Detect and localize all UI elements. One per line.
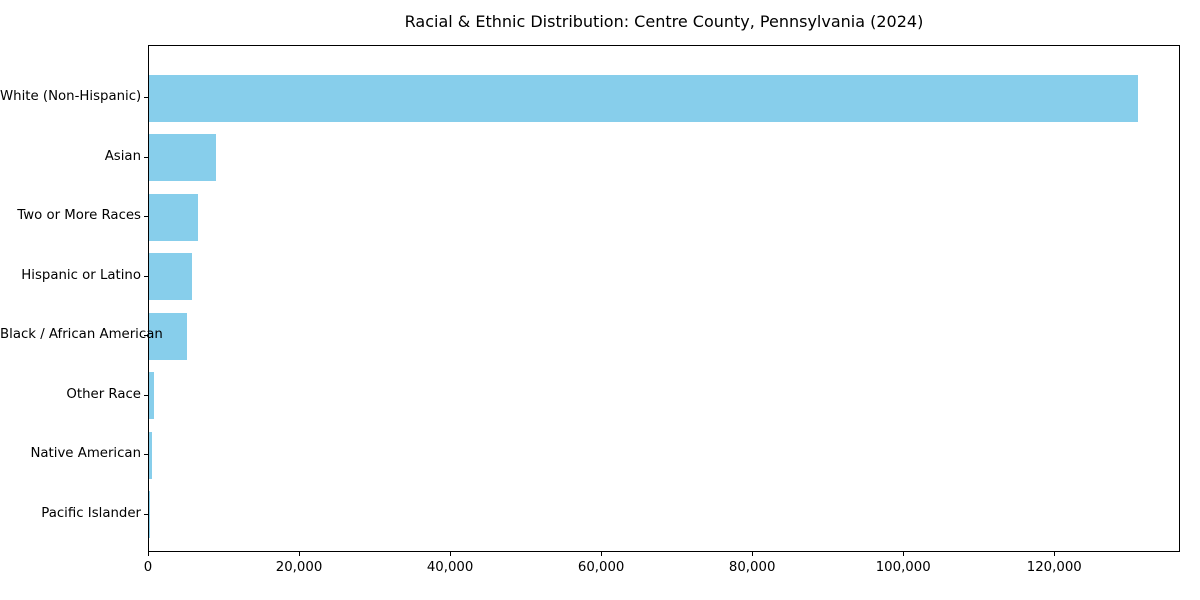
y-tick-mark [144, 513, 148, 515]
bar [149, 372, 155, 419]
x-tick-label: 100,000 [875, 560, 931, 575]
bar [149, 193, 199, 241]
bar [149, 74, 1139, 122]
y-tick-mark [144, 216, 148, 217]
y-tick-label: Black / African American [0, 327, 163, 342]
y-tick-mark [144, 156, 148, 158]
x-tick-label: 60,000 [577, 560, 625, 575]
x-tick-mark [450, 552, 452, 556]
bar [149, 431, 152, 479]
y-tick-label: Asian [104, 148, 141, 164]
y-tick-label: Pacific Islander [41, 505, 141, 521]
x-tick-mark [903, 552, 905, 556]
bar [149, 312, 187, 360]
x-tick-label: 120,000 [1026, 560, 1082, 575]
y-tick-label: Two or More Races [17, 208, 141, 223]
y-tick-mark [144, 275, 148, 277]
y-tick-label: White (Non-Hispanic) [0, 89, 142, 104]
x-tick-label: 0 [143, 560, 153, 575]
plot-area [148, 45, 1180, 552]
y-tick-mark [144, 454, 148, 455]
x-tick-label: 80,000 [728, 560, 776, 575]
x-tick-mark [1054, 552, 1056, 556]
x-tick-mark [601, 552, 603, 556]
y-tick-mark [144, 335, 148, 336]
x-tick-label: 20,000 [275, 560, 323, 575]
chart-title: Racial & Ethnic Distribution: Centre Cou… [404, 12, 924, 31]
x-tick-mark [148, 552, 149, 556]
x-tick-mark [299, 552, 301, 556]
x-tick-label: 40,000 [426, 560, 474, 575]
y-tick-label: Native American [30, 446, 141, 461]
y-tick-label: Other Race [66, 386, 141, 402]
x-tick-mark [752, 552, 754, 556]
y-tick-label: Hispanic or Latino [21, 267, 141, 283]
bar [149, 253, 193, 300]
bar [149, 134, 217, 181]
y-tick-mark [144, 394, 148, 396]
y-tick-mark [144, 97, 148, 98]
